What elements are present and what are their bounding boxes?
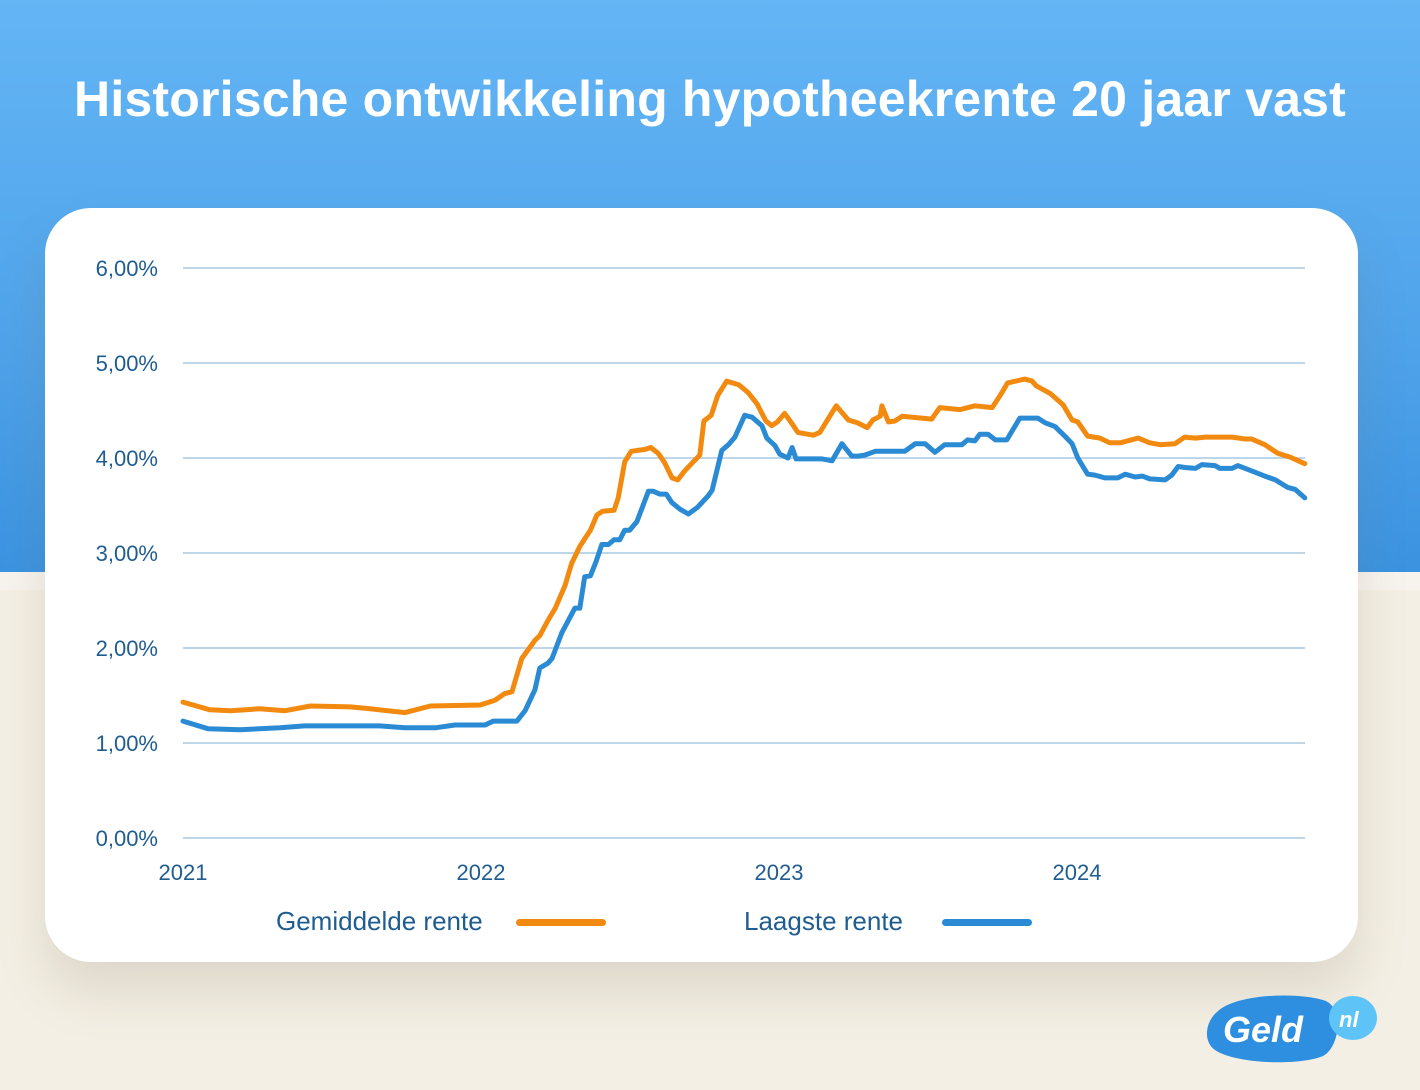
x-tick-label: 2024 xyxy=(1053,860,1102,885)
y-tick-label: 0,00% xyxy=(96,826,158,851)
svg-text:Geld: Geld xyxy=(1223,1009,1304,1050)
grid xyxy=(183,267,1305,839)
geld-nl-logo: Geld nl xyxy=(1206,995,1377,1063)
series-line-laagste-rente xyxy=(180,412,1308,733)
y-tick-label: 5,00% xyxy=(96,351,158,376)
legend-label-gemiddelde: Gemiddelde rente xyxy=(276,906,483,936)
y-axis-ticks: 0,00% 1,00% 2,00% 3,00% 4,00% 5,00% 6,00% xyxy=(96,256,158,851)
chart-card xyxy=(45,208,1358,962)
x-tick-label: 2022 xyxy=(457,860,506,885)
legend-swatch-laagste xyxy=(942,919,1032,926)
legend-swatch-gemiddelde xyxy=(516,919,606,926)
legend-label-laagste: Laagste rente xyxy=(744,906,904,936)
y-tick-label: 3,00% xyxy=(96,541,158,566)
series-lines xyxy=(180,376,1308,733)
y-tick-label: 6,00% xyxy=(96,256,158,281)
y-tick-label: 4,00% xyxy=(96,446,158,471)
svg-text:nl: nl xyxy=(1339,1007,1359,1032)
page-title: Historische ontwikkeling hypotheekrente … xyxy=(74,71,1346,127)
y-tick-label: 1,00% xyxy=(96,731,158,756)
y-tick-label: 2,00% xyxy=(96,636,158,661)
x-tick-label: 2023 xyxy=(755,860,804,885)
x-axis-ticks: 2021 2022 2023 2024 xyxy=(159,860,1102,885)
series-line-gemiddelde-rente xyxy=(180,376,1308,716)
x-tick-label: 2021 xyxy=(159,860,208,885)
